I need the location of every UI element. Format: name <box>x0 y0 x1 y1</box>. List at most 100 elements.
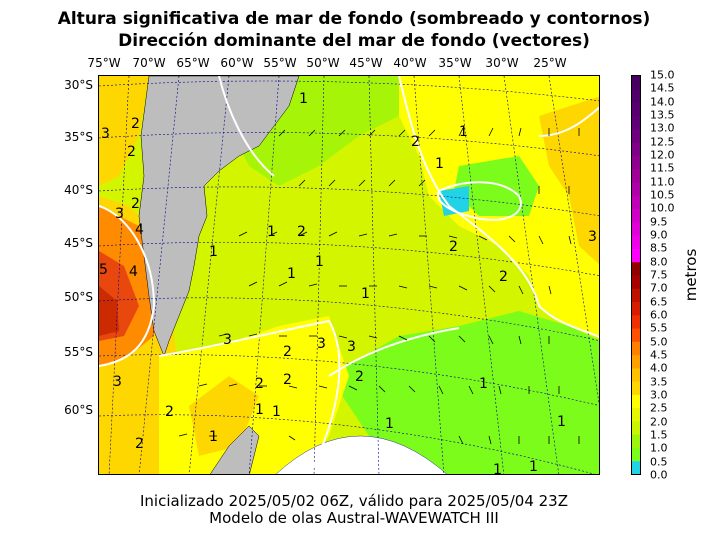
colorbar-swatch <box>632 89 640 104</box>
contour-label: 1 <box>529 459 538 475</box>
colorbar-swatch <box>632 328 640 342</box>
colorbar-gradient <box>632 76 640 475</box>
colorbar-swatch <box>632 142 640 157</box>
colorbar-tick-label: 11.0 <box>650 175 675 189</box>
colorbar-tick-label: 2.0 <box>650 415 668 429</box>
swell-zone-05m-patch <box>439 186 469 216</box>
lat-label: 30°S <box>64 78 93 92</box>
contour-label: 1 <box>209 429 218 445</box>
colorbar-swatch <box>632 168 640 183</box>
contour-label-group: 1 1 1 2 2 2 3 1 2 1 1 1 3 2 3 2 2 1 1 1 … <box>99 91 597 475</box>
contour-label: 2 <box>131 116 140 132</box>
lon-label: 70°W <box>132 56 166 70</box>
colorbar-swatch <box>632 182 640 196</box>
colorbar-tick-label: 7.5 <box>650 268 668 282</box>
colorbar-tick-label: 5.5 <box>650 321 668 335</box>
swell-zone-6m-west <box>99 286 119 336</box>
colorbar-tick-label: 8.0 <box>650 255 668 269</box>
colorbar-tick-label: 3.5 <box>650 375 668 389</box>
contour-label: 2 <box>283 372 292 388</box>
colorbar-swatch <box>632 381 640 395</box>
colorbar-swatch <box>632 434 640 448</box>
contour-label: 2 <box>355 369 364 385</box>
lon-label: 60°W <box>220 56 254 70</box>
colorbar-swatch <box>632 314 640 329</box>
colorbar-tick-label: 13.5 <box>650 108 675 122</box>
contour-label: 3 <box>113 374 122 390</box>
colorbar-tick-label: 1.0 <box>650 441 668 455</box>
map-title-line1: Altura significativa de mar de fondo (so… <box>57 9 651 29</box>
lon-label: 35°W <box>438 56 472 70</box>
colorbar-tick-label: 5.0 <box>650 335 668 349</box>
colorbar-swatch <box>632 301 640 316</box>
colorbar-swatch <box>632 288 640 303</box>
lat-label: 40°S <box>64 183 93 197</box>
lon-label: 75°W <box>87 56 121 70</box>
colorbar-tick-label: 10.5 <box>650 188 675 202</box>
swell-height-map: 1 1 1 2 2 2 3 1 2 1 1 1 3 2 3 2 2 1 1 1 … <box>98 75 600 475</box>
colorbar-tick-label: 7.0 <box>650 281 668 295</box>
contour-label: 1 <box>267 224 276 240</box>
colorbar-swatch <box>632 115 640 130</box>
contour-label: 3 <box>115 206 124 222</box>
contour-label: 4 <box>129 264 138 280</box>
colorbar-tick-label: 14.5 <box>650 81 675 95</box>
contour-label: 1 <box>272 404 281 420</box>
contour-label: 3 <box>588 229 597 245</box>
contour-label: 2 <box>499 269 508 285</box>
graticule <box>99 76 599 474</box>
lon-label: 40°W <box>393 56 427 70</box>
colorbar-swatch <box>632 129 640 143</box>
contour-label: 2 <box>127 144 136 160</box>
land-south-america <box>138 76 300 357</box>
contour-label: 2 <box>165 404 174 420</box>
lon-label: 50°W <box>306 56 340 70</box>
colorbar-swatch <box>632 460 640 475</box>
footer-line2: Modelo de olas Austral-WAVEWATCH III <box>209 509 499 527</box>
colorbar-tick-label: 2.5 <box>650 401 668 415</box>
colorbar-tick-label: 12.5 <box>650 135 675 149</box>
contour-label: 2 <box>411 134 420 150</box>
colorbar-swatch <box>632 102 640 117</box>
contour-label: 2 <box>135 436 144 452</box>
colorbar-swatch <box>632 394 640 409</box>
contour-label: 2 <box>297 224 306 240</box>
colorbar-tick-label: 12.0 <box>650 148 675 162</box>
colorbar-tick-label: 13.0 <box>650 121 675 135</box>
contour-label: 3 <box>223 332 232 348</box>
map-canvas: 1 1 1 2 2 2 3 1 2 1 1 1 3 2 3 2 2 1 1 1 … <box>99 76 599 475</box>
contour-label: 1 <box>385 416 394 432</box>
colorbar-tick-label: 6.5 <box>650 295 668 309</box>
contour-label: 1 <box>255 402 264 418</box>
colorbar-swatch <box>632 195 640 210</box>
lon-label: 30°W <box>485 56 519 70</box>
colorbar-tick-label: 3.0 <box>650 388 668 402</box>
contour-label: 1 <box>287 266 296 282</box>
contour-label: 4 <box>135 222 144 238</box>
land-antarctic-peninsula <box>210 425 260 474</box>
lon-label: 65°W <box>176 56 210 70</box>
footer-line1: Inicializado 2025/05/02 06Z, válido para… <box>140 492 568 510</box>
lat-label: 50°S <box>64 290 93 304</box>
colorbar-tick-label: 8.5 <box>650 241 668 255</box>
colorbar-swatch <box>632 235 640 249</box>
colorbar-tick-label: 4.5 <box>650 348 668 362</box>
contour-label: 3 <box>101 126 110 142</box>
lon-label: 25°W <box>533 56 567 70</box>
contour-label: 1 <box>479 376 488 392</box>
no-data-ice-region <box>275 435 447 474</box>
lon-label: 55°W <box>263 56 297 70</box>
colorbar-swatch <box>632 76 640 90</box>
colorbar-swatch <box>632 420 640 435</box>
lat-label: 45°S <box>64 236 93 250</box>
colorbar-tick-label: 0.5 <box>650 455 668 469</box>
colorbar-tick-label: 6.0 <box>650 308 668 322</box>
contour-label: 2 <box>255 376 264 392</box>
colorbar-swatch <box>632 155 640 170</box>
contour-label: 1 <box>299 91 308 107</box>
colorbar-tick-label: 4.0 <box>650 361 668 375</box>
colorbar-swatch <box>632 341 640 356</box>
contour-label: 5 <box>99 262 108 278</box>
colorbar-tick-label: 10.0 <box>650 201 675 215</box>
colorbar-tick-label: 11.5 <box>650 161 675 175</box>
